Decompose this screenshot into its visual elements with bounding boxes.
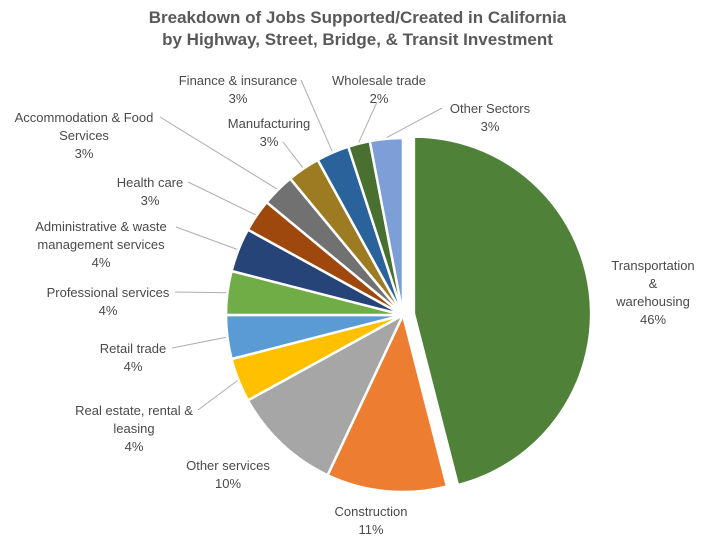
pie-slice-other-services bbox=[246, 313, 405, 477]
chart-title: Breakdown of Jobs Supported/Created in C… bbox=[0, 7, 715, 51]
pie-slice-other-sectors bbox=[368, 136, 405, 317]
pie-slice-transportation-warehousing bbox=[412, 135, 593, 487]
leader-line-real-estate-rental-leasing bbox=[197, 380, 238, 411]
leader-line-health-care bbox=[187, 181, 257, 216]
chart-title-line-2: by Highway, Street, Bridge, & Transit In… bbox=[162, 30, 553, 49]
leader-line-administrative-waste-management-services bbox=[175, 226, 238, 250]
leader-line-professional-services bbox=[174, 291, 227, 294]
leader-line-other-sectors bbox=[385, 107, 443, 139]
leader-line-retail-trade bbox=[171, 336, 227, 349]
leader-line-manufacturing bbox=[282, 141, 304, 169]
chart-title-line-1: Breakdown of Jobs Supported/Created in C… bbox=[148, 8, 567, 27]
leader-line-finance-insurance bbox=[300, 79, 333, 152]
pie-slice-construction bbox=[326, 313, 449, 494]
leader-line-wholesale-trade bbox=[358, 101, 378, 143]
leader-line-accommodation-food-services bbox=[159, 116, 278, 190]
